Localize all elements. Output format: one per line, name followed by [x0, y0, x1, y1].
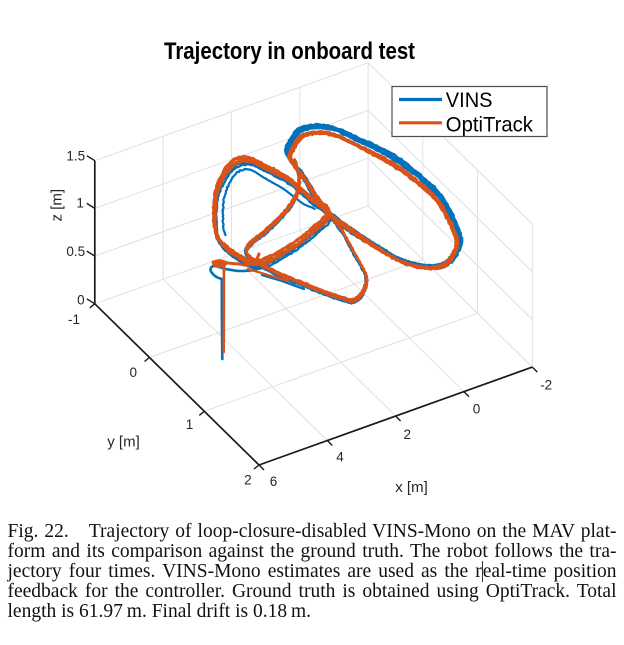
svg-text:1: 1	[76, 195, 84, 210]
svg-text:0: 0	[473, 402, 481, 417]
svg-text:0.5: 0.5	[66, 244, 85, 259]
svg-text:0: 0	[77, 292, 85, 307]
svg-text:Trajectory in onboard test: Trajectory in onboard test	[164, 38, 415, 65]
svg-text:1: 1	[186, 417, 194, 432]
svg-text:6: 6	[270, 474, 278, 489]
svg-text:2: 2	[403, 427, 411, 442]
svg-text:4: 4	[336, 449, 344, 464]
svg-text:0: 0	[129, 365, 137, 380]
svg-text:1.5: 1.5	[66, 149, 85, 164]
svg-text:y [m]: y [m]	[107, 434, 140, 451]
svg-text:OptiTrack: OptiTrack	[446, 113, 533, 137]
svg-text:VINS: VINS	[446, 88, 493, 112]
svg-text:x [m]: x [m]	[395, 479, 428, 496]
svg-text:-2: -2	[540, 378, 552, 393]
svg-text:-1: -1	[68, 312, 80, 327]
svg-text:z [m]: z [m]	[49, 189, 66, 222]
svg-text:2: 2	[244, 472, 252, 487]
